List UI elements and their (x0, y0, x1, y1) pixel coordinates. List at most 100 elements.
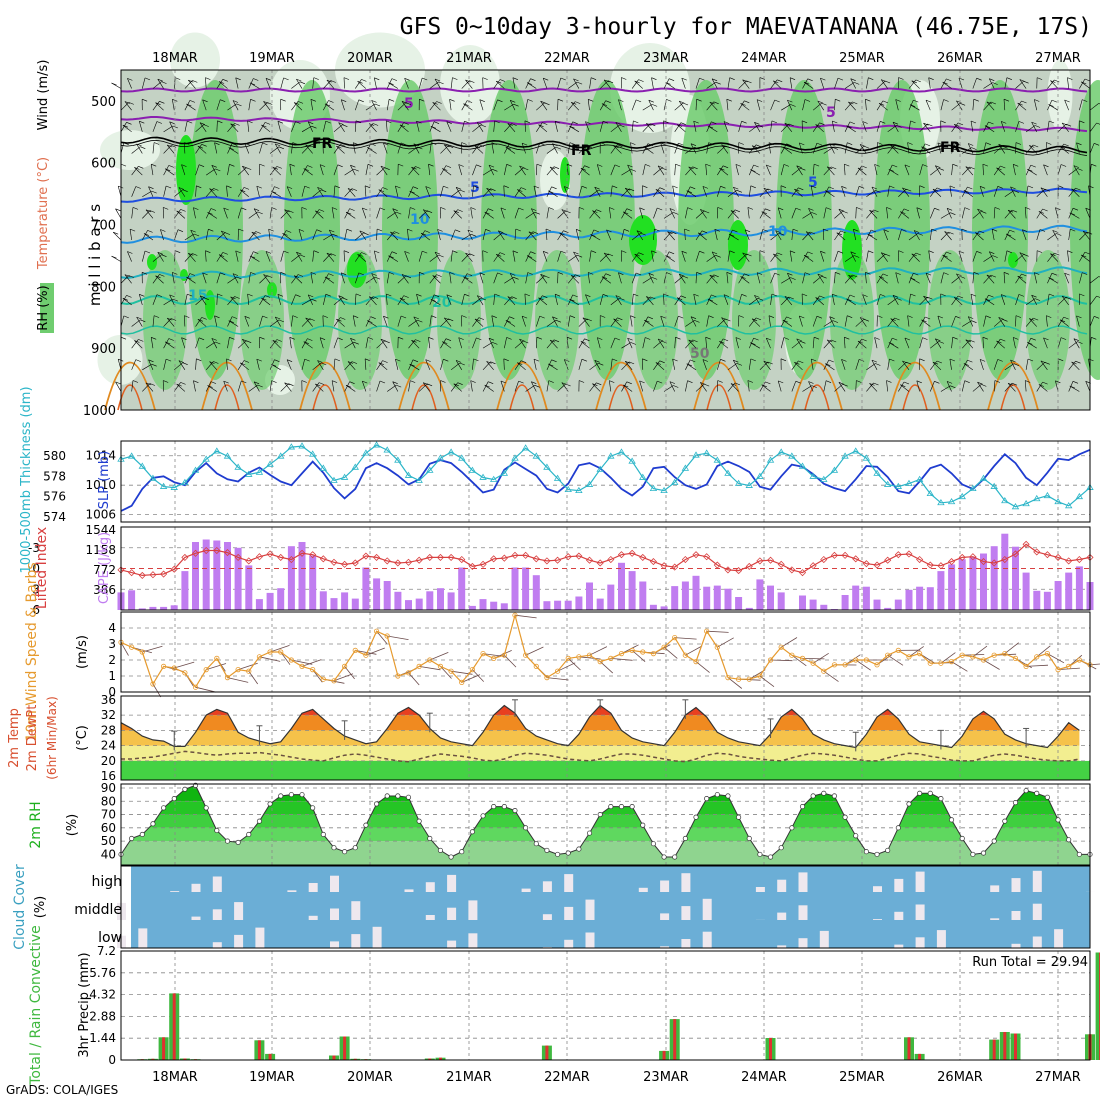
wind-barb (122, 298, 132, 306)
wind-barb (660, 142, 665, 154)
wind-barb (525, 385, 535, 392)
wind-barb-flag (351, 361, 358, 364)
wind-barb-flag (126, 122, 132, 125)
wind-speed-marker (150, 681, 156, 687)
wind-barb (919, 123, 928, 133)
cloud-fraction-bar (1032, 903, 1042, 920)
wind-barb (429, 142, 432, 154)
wind-barb-flag (145, 209, 152, 213)
wind-barb (395, 359, 399, 370)
thickness-marker (532, 452, 540, 459)
wind-barb-flag (1034, 298, 1041, 301)
cape-bar (128, 590, 136, 610)
wind-barb (176, 210, 186, 219)
li-marker (820, 555, 828, 564)
wind-barb (972, 230, 980, 241)
wind-barb-flag (988, 121, 994, 125)
wind-barb-flag (161, 254, 167, 257)
wind-barb-flag (391, 251, 398, 254)
wind-barb-flag (539, 142, 545, 146)
wind-barb-flag (973, 98, 979, 102)
wind-barb (705, 164, 707, 176)
wind-barb-flag (523, 340, 529, 344)
wind-barb-flag (1093, 143, 1100, 146)
wind-barb (525, 272, 528, 284)
wind-barb-flag (478, 144, 485, 147)
wind-barb (350, 165, 356, 176)
wind-barb (289, 164, 292, 176)
wind-barb-flag (122, 298, 129, 301)
cape-axis-label: CAPE (J/kg) (97, 532, 112, 604)
wind-barb-flag (538, 124, 544, 127)
wind-barb (717, 318, 726, 327)
wind-barb (312, 209, 320, 219)
wind-barb (791, 187, 799, 197)
rh-marker (767, 854, 774, 860)
wind-barb-flag (868, 77, 874, 80)
wind-barb (685, 380, 688, 392)
cape-bar (234, 547, 242, 611)
li-marker (436, 553, 445, 561)
cloud-level-label: high (91, 874, 122, 890)
wind-barb (486, 361, 494, 371)
wind-barb-flag (416, 120, 422, 124)
wind-barb-flag (127, 251, 133, 254)
wind-barb (207, 385, 217, 392)
wind-barb-flag (442, 168, 448, 171)
cloud-fraction-bar (585, 932, 595, 948)
rh-marker (1002, 818, 1008, 824)
wind-barb-flag (634, 253, 640, 257)
wind-barb-flag (768, 315, 775, 318)
wind-barb (855, 165, 862, 176)
wind-barb-flag (719, 341, 725, 344)
wind-barb (205, 381, 212, 392)
wind-barb-flag (832, 320, 839, 323)
wind-barb (482, 342, 493, 349)
precip-convective-bar (162, 1037, 166, 1060)
rh-marker (640, 822, 646, 828)
rh-marker (278, 793, 284, 799)
wind-barb (738, 80, 747, 89)
wind-barb-flag (646, 296, 652, 299)
wind-barb (631, 252, 639, 262)
cape-bar (309, 555, 317, 610)
wind-barb (1061, 122, 1069, 132)
wind-barb-flag (263, 101, 269, 104)
wind-barb-flag (165, 341, 171, 345)
wind-barb (742, 252, 750, 262)
wind-barb-flag (543, 251, 549, 254)
wind-barb (740, 276, 750, 284)
wind-barb-flag (680, 122, 687, 125)
thickness-marker (543, 463, 551, 470)
wind-barb (570, 275, 580, 284)
cloud-fraction-bar (1032, 870, 1042, 892)
wind-barb (557, 383, 566, 392)
wind-barb (589, 77, 592, 89)
wind-barb-flag (473, 358, 479, 362)
wind-barb (142, 77, 146, 89)
cloud-fraction-bar (1011, 943, 1021, 948)
wind-barb (763, 361, 771, 371)
wind-barb-flag (461, 315, 467, 318)
wind-barb (651, 77, 654, 89)
wind-barb (907, 142, 910, 154)
wind-barb-flag (345, 211, 352, 215)
wind-barb (867, 233, 878, 241)
wind-barb-flag (561, 209, 567, 212)
wind-barb (498, 230, 505, 241)
wind-barb (293, 102, 303, 111)
wind-barb (503, 358, 505, 370)
wind-barb-flag (372, 296, 379, 299)
rh-band (121, 801, 1090, 815)
wind-barb (630, 315, 633, 327)
rh-marker (523, 825, 529, 831)
wind-barb-flag (721, 144, 727, 147)
wind-barb-flag (122, 124, 129, 128)
wind-barb-flag (1096, 122, 1100, 125)
wind-barb-flag (778, 380, 784, 384)
wind-barb (815, 124, 824, 133)
wind-barb (504, 296, 512, 306)
rh-marker (512, 808, 518, 814)
cloud-fraction-bar (936, 930, 946, 948)
temperature-label: Temperature (°C) (36, 157, 51, 270)
